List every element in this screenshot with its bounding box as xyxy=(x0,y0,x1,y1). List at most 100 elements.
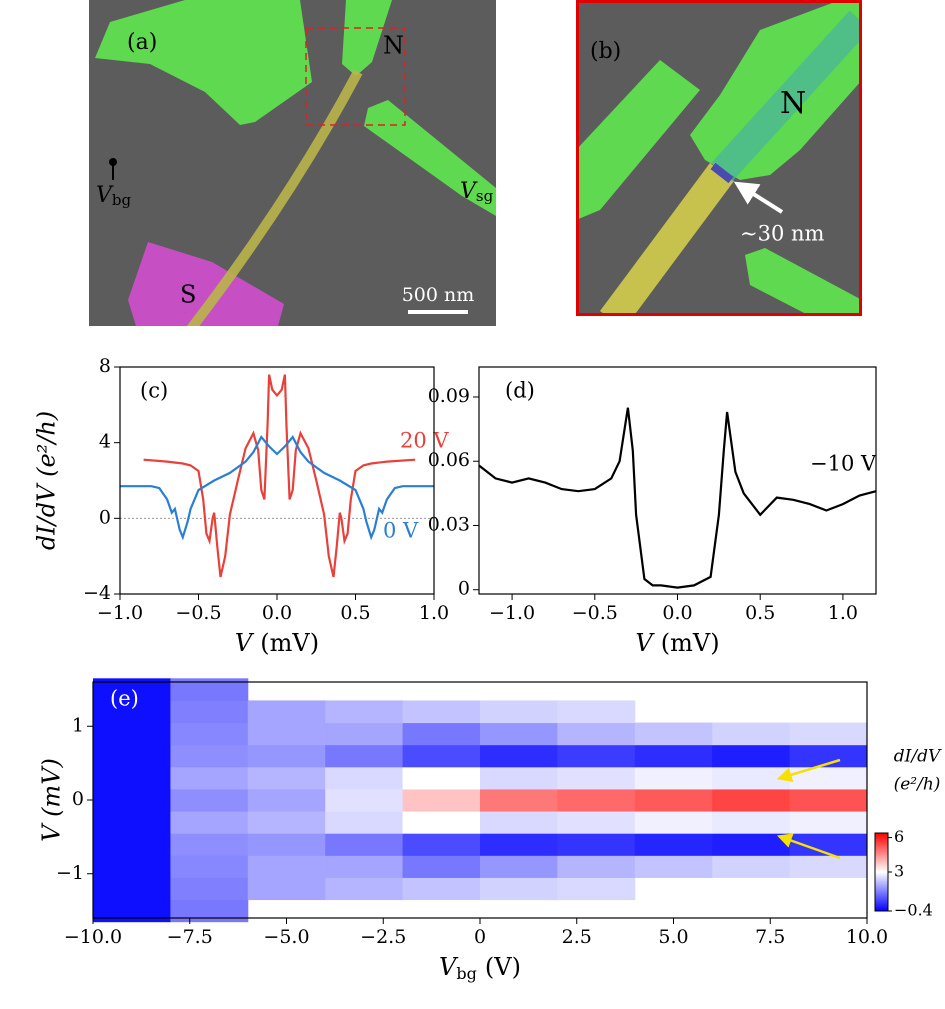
x-tick-label: 7.5 xyxy=(755,926,785,948)
vbg-label: Vbg xyxy=(96,183,131,209)
x-axis-label: V (mV) xyxy=(235,629,319,657)
heatmap-cell xyxy=(325,811,404,834)
heatmap-cell xyxy=(402,855,481,878)
heatmap-cell xyxy=(789,833,868,856)
heatmap-cell xyxy=(402,766,481,790)
x-tick-label: 10.0 xyxy=(846,926,888,948)
heatmap-cell xyxy=(557,833,636,856)
heatmap-cell xyxy=(402,700,481,724)
heatmap-cell xyxy=(557,700,636,724)
heatmap-cell xyxy=(789,722,868,746)
heatmap-cell xyxy=(789,766,868,790)
heatmap-cell xyxy=(789,744,868,768)
heatmap-cell xyxy=(634,811,713,834)
label-part: V xyxy=(635,629,655,657)
heatmap-cell xyxy=(325,766,404,790)
heatmap-cell xyxy=(170,855,249,878)
y-axis-label: V (mV) xyxy=(38,758,66,842)
heatmap-cell xyxy=(93,811,171,834)
heatmap-cell xyxy=(712,744,791,768)
arrow xyxy=(776,758,841,782)
colorbar-tick-label: 3 xyxy=(894,862,904,881)
colorbar-label: dI/dV xyxy=(894,747,942,767)
heatmap-cell xyxy=(93,833,171,856)
heatmap-cell xyxy=(325,744,404,768)
colorbar-tick-label: 6 xyxy=(894,827,904,846)
sem-image-b xyxy=(576,0,862,316)
heatmap-cell xyxy=(634,833,713,856)
heatmap-cell xyxy=(247,877,326,901)
heatmap-cell xyxy=(325,855,404,878)
heatmap-cell xyxy=(557,811,636,834)
heatmap-cell xyxy=(247,766,326,790)
data-line xyxy=(120,435,434,541)
vsg-sub: sg xyxy=(476,187,494,205)
heatmap-cell xyxy=(93,700,171,724)
vbg-sub: bg xyxy=(112,191,132,209)
panel-label: (d) xyxy=(505,379,535,403)
heatmap-cell xyxy=(634,744,713,768)
heatmap-cell xyxy=(480,722,558,746)
heatmap-cell xyxy=(247,722,326,746)
heatmap-cell xyxy=(557,877,636,901)
y-tick-label: 0 xyxy=(458,578,470,600)
heatmap-cell xyxy=(557,744,636,768)
heatmap-cell xyxy=(170,722,249,746)
heatmap-cell xyxy=(247,833,326,856)
heatmap-cell xyxy=(712,833,791,856)
data-line xyxy=(478,407,877,589)
heatmap-cell xyxy=(93,788,171,812)
label-part: V xyxy=(439,953,459,981)
heatmap-cell xyxy=(93,722,171,746)
heatmap-cell xyxy=(170,877,249,901)
plot-frame xyxy=(92,681,868,919)
heatmap-cell xyxy=(402,744,481,768)
colorbar-tick-label: −0.4 xyxy=(894,901,933,920)
heatmap-cell xyxy=(712,766,791,790)
y-tick-label: 1 xyxy=(72,714,84,736)
y-tick-label: 0.09 xyxy=(428,385,470,407)
x-tick-label: −0.5 xyxy=(175,602,221,624)
colorbar-label: (e²/h) xyxy=(894,775,941,795)
heatmap-cell xyxy=(634,788,713,812)
x-tick-label: −0.5 xyxy=(572,602,618,624)
panel-label: (c) xyxy=(140,379,168,403)
heatmap-cell xyxy=(480,877,558,901)
heatmap-cell xyxy=(170,766,249,790)
heatmap-cell xyxy=(325,833,404,856)
x-tick-label: 0.5 xyxy=(745,602,775,624)
x-tick-label: −10.0 xyxy=(64,926,122,948)
s-label: S xyxy=(180,281,196,309)
y-tick-label: 0 xyxy=(99,506,111,528)
vsg-label: Vsg xyxy=(460,179,494,205)
y-tick-label: −1 xyxy=(56,862,84,884)
heatmap-cell xyxy=(93,744,171,768)
heatmap-cell xyxy=(170,700,249,724)
label-part: (mV) xyxy=(260,629,319,657)
x-tick-label: 2.5 xyxy=(562,926,592,948)
label-part: V xyxy=(235,629,255,657)
panel-label: (a) xyxy=(127,30,157,55)
x-tick-label: −5.0 xyxy=(263,926,309,948)
heatmap-cell xyxy=(325,700,404,724)
heatmap-cell xyxy=(402,788,481,812)
heatmap-cell xyxy=(170,788,249,812)
x-tick-label: −1.0 xyxy=(489,602,535,624)
panel-label: (e) xyxy=(110,687,139,711)
heatmap-cell xyxy=(480,766,558,790)
heatmap-cell xyxy=(557,788,636,812)
heatmap-cell xyxy=(402,877,481,901)
heatmap-cell xyxy=(325,722,404,746)
heatmap-cell xyxy=(789,788,868,812)
x-tick-label: 5.0 xyxy=(658,926,688,948)
y-tick-label: 4 xyxy=(99,431,111,453)
heatmap-cell xyxy=(712,855,791,878)
vsg-symbol: V xyxy=(460,179,478,204)
label-part: (V) xyxy=(485,953,521,981)
heatmap-cell xyxy=(170,833,249,856)
heatmap-cell xyxy=(93,899,171,923)
heatmap-cell xyxy=(712,788,791,812)
y-axis-label: dI/dV (e²/h) xyxy=(33,411,61,550)
